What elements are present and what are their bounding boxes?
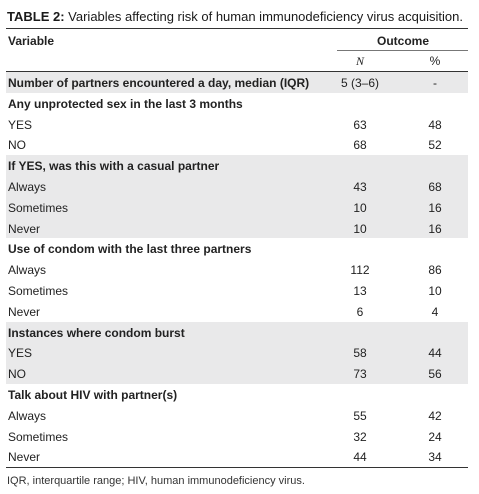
row-percent-value: 48: [428, 117, 442, 132]
table-row: NO 68 52: [6, 134, 468, 155]
row-label: NO: [8, 138, 26, 153]
table-row: Sometimes 10 16: [6, 196, 468, 218]
row-n-value: 5 (3–6): [340, 76, 380, 90]
row-n-value: 55: [353, 408, 367, 423]
header-rule: [6, 71, 468, 72]
row-n-value: 63: [353, 117, 367, 132]
row-percent-value: 16: [428, 221, 442, 236]
row-percent-value: 56: [428, 367, 442, 382]
table-row: YES 63 48: [6, 114, 468, 135]
row-label: Use of condom with the last three partne…: [8, 242, 252, 257]
row-n-value: 112: [350, 263, 370, 278]
n-column-header: N: [355, 54, 364, 68]
row-label: Sometimes: [8, 200, 69, 215]
table-subheader: N %: [6, 51, 468, 71]
outcome-rule: [337, 50, 468, 51]
row-label: Always: [8, 408, 47, 423]
row-label: Always: [8, 263, 47, 278]
table-caption-text: Variables affecting risk of human immuno…: [68, 9, 463, 24]
table-row: NO 73 56: [6, 363, 468, 384]
variable-header: Variable: [8, 34, 55, 48]
table-header: Variable Outcome: [6, 31, 468, 51]
row-n-value: 73: [353, 367, 367, 382]
table-caption: TABLE 2: Variables affecting risk of hum…: [7, 9, 463, 24]
table-row: Always 43 68: [6, 175, 468, 197]
table-row: YES 58 44: [6, 342, 468, 364]
row-label: Any unprotected sex in the last 3 months: [8, 96, 243, 111]
row-n-value: 44: [353, 450, 367, 465]
row-percent-value: 68: [428, 179, 442, 194]
row-label: NO: [8, 367, 26, 382]
table-row: Sometimes 13 10: [6, 280, 468, 301]
row-label: Never: [8, 304, 41, 319]
row-label: Talk about HIV with partner(s): [8, 387, 178, 402]
row-n-value: 43: [353, 179, 367, 194]
table-footnote: IQR, interquartile range; HIV, human imm…: [7, 475, 305, 487]
row-label: Number of partners encountered a day, me…: [8, 76, 310, 90]
table-body: Number of partners encountered a day, me…: [6, 72, 468, 467]
row-percent-value: 86: [428, 263, 442, 278]
table-row: Sometimes 32 24: [6, 426, 468, 447]
row-label: YES: [8, 346, 33, 361]
percent-column-header: %: [429, 54, 441, 68]
row-percent-value: 16: [428, 200, 442, 215]
row-label: Sometimes: [8, 283, 69, 298]
section-header-row: Any unprotected sex in the last 3 months: [6, 93, 468, 114]
section-header-row: Use of condom with the last three partne…: [6, 238, 468, 259]
row-label: Always: [8, 179, 47, 194]
section-header-row: If YES, was this with a casual partner: [6, 155, 468, 176]
row-percent-value: 24: [428, 429, 442, 444]
row-percent-value: 34: [428, 450, 442, 465]
outcome-header: Outcome: [376, 34, 429, 48]
row-percent-value: 10: [428, 283, 442, 298]
row-label: If YES, was this with a casual partner: [8, 159, 220, 174]
top-rule: [6, 28, 468, 29]
row-percent-value: 52: [428, 138, 442, 153]
bottom-rule: [6, 467, 468, 468]
row-percent-value: 4: [431, 304, 439, 319]
row-label: Never: [8, 450, 41, 465]
section-header-row: Talk about HIV with partner(s): [6, 384, 468, 405]
table-row: Never 6 4: [6, 301, 468, 322]
row-n-value: 10: [353, 200, 367, 215]
section-header-row: Number of partners encountered a day, me…: [6, 72, 468, 93]
table-row: Never 10 16: [6, 217, 468, 239]
row-label: YES: [8, 117, 33, 132]
row-percent-value: 42: [428, 408, 442, 423]
row-label: Sometimes: [8, 429, 69, 444]
table-row: Always 112 86: [6, 259, 468, 280]
row-n-value: 6: [356, 304, 364, 319]
table-row: Never 44 34: [6, 446, 468, 467]
section-header-row: Instances where condom burst: [6, 321, 468, 343]
row-label: Instances where condom burst: [8, 325, 185, 340]
row-n-value: 32: [353, 429, 367, 444]
row-n-value: 13: [353, 283, 367, 298]
row-percent-value: -: [433, 76, 437, 90]
row-label: Never: [8, 221, 41, 236]
row-n-value: 68: [353, 138, 367, 153]
row-percent-value: 44: [428, 346, 442, 361]
row-n-value: 58: [353, 346, 367, 361]
table-row: Always 55 42: [6, 405, 468, 426]
row-n-value: 10: [353, 221, 367, 236]
table-caption-label: TABLE 2:: [7, 9, 65, 24]
